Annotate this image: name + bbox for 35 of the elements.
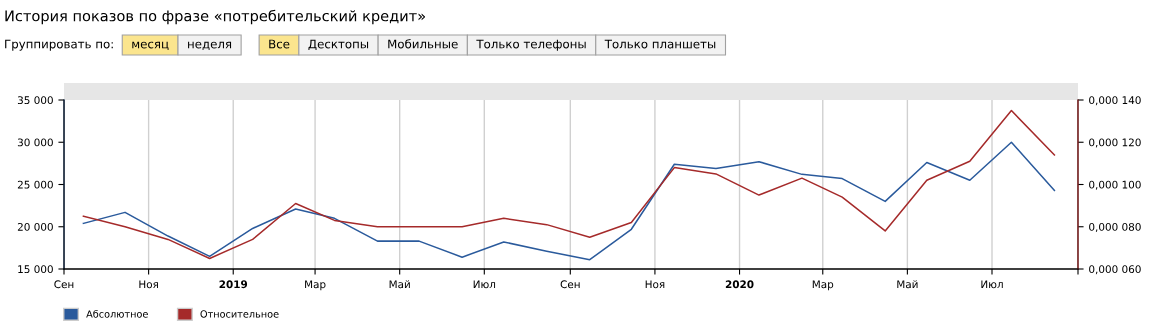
chart-title: История показов по фразе «потребительский кредит»	[5, 9, 425, 25]
x-tick-label: Май	[897, 280, 918, 289]
text: Мобильные	[388, 39, 458, 49]
x-tick-label: Ноя	[139, 280, 158, 289]
y2-tick-label: 0,000 080	[1089, 222, 1141, 232]
text: месяц	[132, 41, 169, 50]
y-tick-label: 20 000	[17, 222, 53, 231]
y-tick-label: 35 000	[17, 96, 53, 105]
y2-tick-label: 0,000 060	[1089, 265, 1141, 275]
x-tick-label: Ноя	[645, 280, 665, 289]
y-tick-label: 30 000	[17, 138, 53, 147]
y-tick-label: 25 000	[17, 180, 53, 189]
x-tick-label: Июл	[473, 280, 496, 289]
line-series	[82, 141, 1056, 261]
x-tick-label: Мар	[305, 280, 326, 291]
text: Только планшеты	[604, 39, 716, 49]
legend-label: Относительное	[200, 310, 279, 318]
x-tick-label: Май	[389, 280, 410, 289]
y2-tick-label: 0,000 140	[1089, 96, 1141, 106]
line-series	[82, 109, 1056, 260]
x-tick-label: Мар	[812, 280, 834, 291]
y-tick-label: 15 000	[18, 265, 53, 274]
text: Все	[269, 39, 290, 49]
x-tick-label: 2020	[725, 280, 754, 289]
x-tick-label: Сен	[560, 280, 580, 289]
x-tick-label: Сен	[54, 280, 74, 289]
y2-tick-label: 0,000 100	[1089, 180, 1141, 190]
text: Десктопы	[308, 39, 369, 51]
x-tick-label: Июл	[981, 280, 1003, 289]
x-tick-label: 2019	[219, 280, 248, 289]
y2-tick-label: 0,000 120	[1089, 138, 1141, 148]
legend-label: Абсолютное	[86, 309, 148, 318]
text: неделя	[188, 41, 232, 50]
text: Группировать по:	[5, 39, 113, 51]
text: Только телефоны	[476, 39, 586, 51]
